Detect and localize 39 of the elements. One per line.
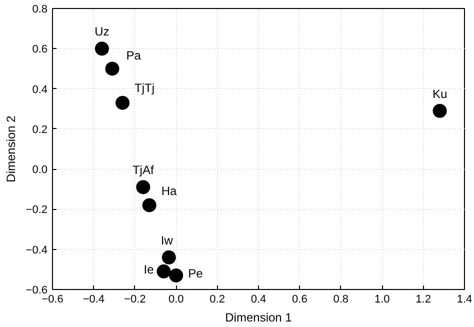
- annotation: Ha: [161, 184, 177, 198]
- x-tick-label: 0.2: [210, 294, 225, 306]
- x-axis-title: Dimension 1: [225, 310, 292, 324]
- y-tick-label: −0.6: [26, 284, 48, 296]
- x-tick-label: 0.4: [250, 294, 266, 306]
- annotation: TjTj: [134, 80, 155, 95]
- point: [432, 104, 447, 118]
- x-tick-label: 1.0: [374, 294, 390, 306]
- x-tick-label: 1.2: [416, 294, 431, 306]
- x-tick-label: 0.0: [168, 294, 184, 306]
- annotation: Pa: [126, 48, 142, 63]
- annotation: Iw: [160, 233, 174, 248]
- y-tick-label: 0.0: [32, 164, 48, 176]
- y-tick-label: 0.8: [32, 4, 48, 16]
- x-tick-label: −0.4: [82, 294, 105, 306]
- point: [162, 250, 176, 264]
- point: [156, 264, 171, 278]
- point: [105, 62, 120, 76]
- point: [142, 198, 156, 212]
- annotation: TjAf: [132, 163, 154, 178]
- x-tick-label: 0.8: [333, 294, 349, 306]
- annotation: Pe: [188, 266, 204, 280]
- y-tick-label: −0.4: [26, 244, 48, 256]
- annotation: Ie: [144, 262, 154, 276]
- point: [136, 180, 150, 194]
- y-tick-label: 0.6: [32, 44, 48, 56]
- annotation: Uz: [94, 24, 110, 39]
- y-tick-label: −0.2: [26, 204, 48, 216]
- annotation: Ku: [432, 86, 448, 101]
- y-axis-title: Dimension 2: [4, 115, 18, 182]
- x-tick-label: 1.4: [456, 294, 472, 306]
- y-tick-label: 0.4: [32, 84, 48, 96]
- y-tick-label: 0.2: [32, 124, 48, 136]
- point: [116, 96, 130, 110]
- x-tick-label: −0.6: [42, 294, 64, 306]
- x-tick-label: −0.2: [124, 294, 146, 306]
- point: [169, 268, 184, 282]
- x-tick-label: 0.6: [292, 294, 308, 306]
- point: [94, 42, 109, 56]
